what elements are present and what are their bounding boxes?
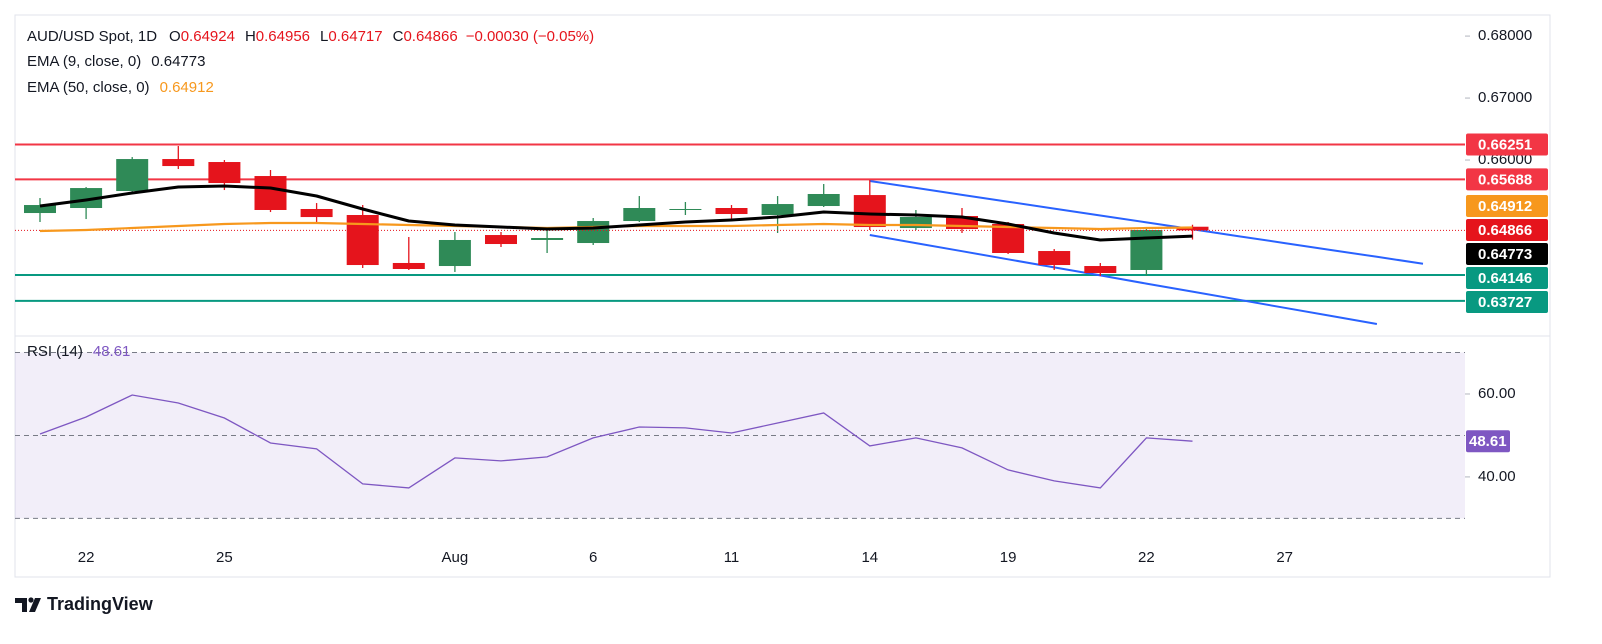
x-tick-label: Aug — [442, 549, 469, 566]
x-tick-label: 14 — [861, 549, 878, 566]
ohlc-value: 0.64866 — [403, 28, 457, 45]
candle-body — [392, 262, 425, 269]
candle-body — [853, 195, 886, 228]
candle-body — [208, 162, 241, 184]
ema-legend: EMA (9, close, 0) 0.64773 — [27, 53, 205, 70]
ohlc-value: 0.64956 — [256, 28, 310, 45]
candle-body — [485, 235, 517, 245]
x-tick-label: 25 — [216, 549, 233, 566]
ema-legend: EMA (50, close, 0) 0.64912 — [27, 79, 214, 96]
price-badge — [1466, 194, 1548, 217]
ohlc-label: H — [245, 28, 256, 45]
y-tick-label: 40.00 — [1478, 468, 1516, 485]
ema-line — [39, 184, 1193, 242]
x-tick-label: 27 — [1276, 549, 1293, 566]
candle-body — [715, 208, 748, 215]
x-tick-label: 11 — [724, 549, 740, 566]
candle-body — [899, 216, 932, 229]
candle-body — [254, 176, 287, 210]
candle-body — [577, 221, 610, 244]
trend-line — [869, 180, 1424, 265]
brand-logo — [15, 597, 41, 612]
x-tick-label: 22 — [1138, 549, 1155, 566]
candle-body — [346, 215, 379, 266]
candle-body — [1130, 230, 1163, 270]
change: −0.00030 (−0.05%) — [466, 28, 594, 45]
ohlc-value: 0.64717 — [328, 28, 382, 45]
x-tick-label: 6 — [589, 549, 597, 566]
candle-body — [669, 208, 702, 210]
y-tick-label: 0.67000 — [1478, 89, 1532, 106]
brand-name: TradingView — [47, 594, 154, 614]
trend-line — [869, 234, 1378, 325]
price-badge — [1466, 290, 1548, 313]
symbol: AUD/USD Spot, 1D — [27, 28, 157, 45]
candle-body — [531, 238, 564, 240]
price-badge-label: 0.64912 — [1478, 198, 1532, 215]
candle-body — [992, 223, 1025, 254]
price-badge-label: 0.64866 — [1478, 222, 1532, 239]
price-badge — [1466, 242, 1548, 265]
legend-value: 0.64773 — [151, 53, 205, 70]
plot: 0.680000.670000.660000.662510.656880.649… — [15, 27, 1548, 566]
ohlc-label: L — [320, 28, 328, 45]
y-tick-label: 60.00 — [1478, 385, 1516, 402]
candle-body — [807, 193, 840, 207]
candle-body — [623, 208, 656, 222]
x-tick-label: 19 — [1000, 549, 1017, 566]
legend-name: EMA (50, close, 0) — [27, 79, 150, 96]
rsi-badge-label: 48.61 — [1469, 433, 1507, 450]
price-badge — [1466, 133, 1548, 156]
candle-body — [70, 188, 103, 209]
ohlc-label: O — [169, 28, 181, 45]
legend-value: 48.61 — [93, 343, 131, 360]
legend-name: EMA (9, close, 0) — [27, 53, 141, 70]
candle-body — [1038, 251, 1071, 266]
candle-body — [1084, 266, 1117, 274]
price-badge-label: 0.66251 — [1478, 136, 1532, 153]
price-badge-label: 0.64146 — [1478, 270, 1532, 287]
price-badge-label: 0.64773 — [1478, 246, 1532, 263]
candle-body — [761, 204, 794, 216]
price-badge — [1466, 168, 1548, 191]
price-badge — [1466, 218, 1548, 241]
rsi-badge — [1466, 430, 1510, 453]
rsi-legend: RSI (14) 48.61 — [27, 343, 130, 360]
candle-body — [162, 159, 195, 167]
legend-name: RSI (14) — [27, 343, 83, 360]
candle-body — [24, 205, 56, 214]
rsi-line — [39, 394, 1193, 489]
candle-body — [438, 239, 471, 267]
price-badge — [1466, 266, 1548, 289]
y-tick-label: 0.68000 — [1478, 27, 1532, 44]
candle-body — [116, 159, 149, 192]
price-legend: AUD/USD Spot, 1D O0.64924 H0.64956 L0.64717… — [27, 28, 594, 45]
legend-value: 0.64912 — [160, 79, 214, 96]
x-tick-label: 22 — [78, 549, 95, 566]
chart-frame — [14, 14, 1551, 578]
ohlc-value: 0.64924 — [181, 28, 235, 45]
ohlc-label: C — [393, 28, 404, 45]
price-badge-label: 0.65688 — [1478, 171, 1532, 188]
price-badge-label: 0.63727 — [1478, 294, 1532, 311]
candle-body — [300, 208, 333, 218]
